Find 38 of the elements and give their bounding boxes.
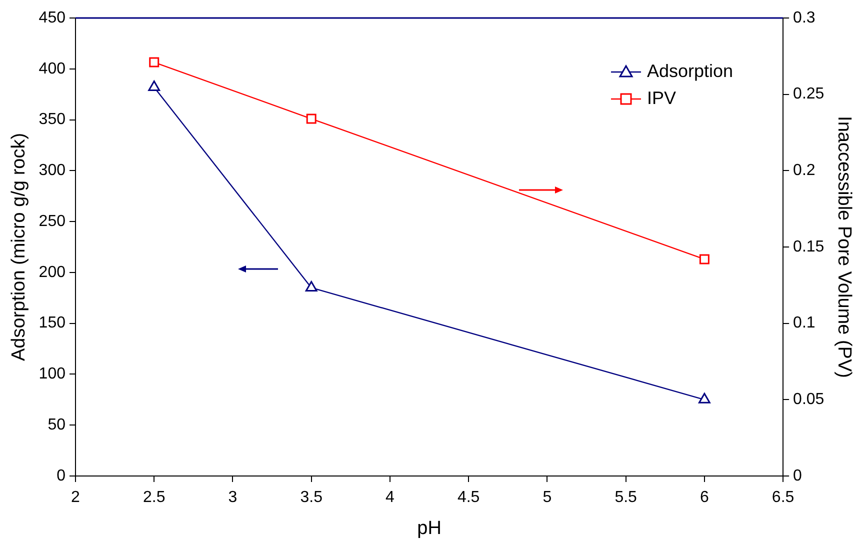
x-tick-label: 2.5 (142, 489, 166, 506)
y-tick-label: 450 (38, 9, 66, 26)
y-tick-label: 350 (38, 111, 66, 128)
y2-axis-title: Inaccessible Pore Volume (PV) (833, 116, 854, 378)
point (306, 114, 316, 124)
y2-tick-label: 0 (793, 467, 802, 484)
legend-label: Adsorption (647, 60, 734, 81)
x-tick-label: 3 (228, 489, 238, 506)
y-tick-label: 0 (56, 467, 66, 484)
point (149, 57, 160, 68)
y-tick-label: 100 (38, 366, 66, 383)
y2-tick-label: 0.2 (793, 162, 816, 180)
x-tick-label: 5 (542, 489, 552, 506)
x-tick-label: 4.5 (457, 489, 480, 506)
y2-tick-label: 0.25 (793, 86, 824, 103)
x-tick-label: 4 (386, 489, 395, 506)
y-tick-label: 50 (48, 416, 66, 434)
x-tick-label: 5.5 (614, 489, 638, 506)
y2-tick-label: 0.15 (793, 238, 824, 256)
y2-tick-label: 0.3 (793, 9, 816, 26)
legend-label: IPV (647, 88, 676, 108)
x-axis-title: pH (417, 518, 442, 539)
point (699, 254, 710, 264)
point (698, 392, 710, 404)
point (305, 280, 318, 292)
y2-tick-label: 0.05 (793, 391, 824, 408)
point (148, 80, 160, 91)
y-tick-label: 400 (38, 60, 66, 78)
x-tick-label: 3.5 (300, 489, 323, 506)
y-tick-label: 200 (38, 264, 66, 281)
y-tick-label: 150 (38, 314, 66, 332)
x-tick-label: 2 (71, 489, 80, 506)
y-axis-title: Adsorption (micro g/g rock) (8, 132, 30, 362)
y2-tick-label: 0.1 (793, 314, 816, 332)
y-tick-label: 300 (38, 162, 66, 180)
x-tick-label: 6 (700, 489, 709, 506)
y-tick-label: 250 (38, 212, 66, 230)
x-tick-label: 6.5 (772, 489, 794, 506)
